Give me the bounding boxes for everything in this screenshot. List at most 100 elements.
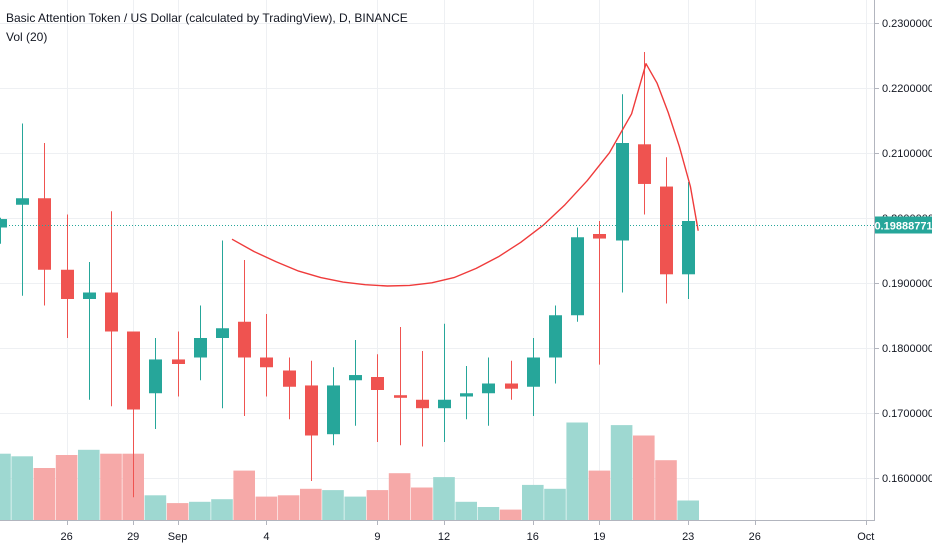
- volume-bar: [300, 488, 322, 520]
- candle: [83, 261, 96, 400]
- candle: [638, 52, 651, 215]
- candle-body: [349, 375, 362, 381]
- volume-bar: [78, 449, 100, 520]
- candle-body: [460, 393, 473, 397]
- candle-body: [260, 357, 273, 368]
- candle: [127, 331, 140, 498]
- candle-body: [438, 399, 451, 409]
- volume-bar: [411, 487, 433, 520]
- volume-bar: [499, 509, 522, 520]
- candle-body: [371, 377, 384, 390]
- volume-bars: [0, 422, 699, 520]
- time-tick-label: 29: [127, 531, 139, 543]
- time-tick-label: 12: [438, 531, 450, 543]
- volume-bar: [322, 490, 344, 520]
- chart-title: Basic Attention Token / US Dollar (calcu…: [6, 11, 408, 25]
- volume-bar: [33, 468, 56, 520]
- volume-bar: [522, 484, 544, 520]
- time-tick-label: 19: [593, 531, 605, 543]
- candle: [394, 326, 407, 446]
- volume-bar: [633, 435, 655, 520]
- volume-bar: [655, 460, 677, 520]
- volume-bar: [100, 453, 122, 520]
- candle-body: [482, 383, 495, 394]
- volume-bar: [566, 422, 588, 520]
- candle-body: [549, 315, 562, 358]
- candle-body: [194, 338, 207, 358]
- volume-bar: [433, 477, 455, 520]
- candle-body: [283, 370, 296, 387]
- volume-bar: [344, 496, 366, 520]
- time-tick-label: 4: [263, 531, 269, 543]
- volume-bar: [166, 503, 189, 520]
- candle: [327, 367, 340, 446]
- volume-bar: [610, 425, 633, 520]
- candle: [460, 365, 473, 420]
- candle: [149, 338, 162, 429]
- volume-bar: [11, 456, 33, 520]
- time-tick-label: 9: [374, 531, 380, 543]
- volume-bar: [189, 501, 211, 520]
- volume-bar: [677, 500, 699, 520]
- time-tick-label: Oct: [857, 531, 874, 543]
- candle-body: [149, 359, 162, 394]
- volume-indicator-label[interactable]: Vol (20): [6, 30, 47, 44]
- volume-bar: [55, 455, 78, 520]
- price-axis-panel: [874, 0, 932, 550]
- candle: [616, 94, 629, 293]
- candle: [16, 123, 29, 296]
- candle-body: [172, 359, 185, 364]
- candle: [438, 323, 451, 442]
- candle-body: [527, 357, 540, 387]
- candles: [0, 52, 695, 498]
- time-tick-label: 26: [60, 531, 72, 543]
- candle-body: [61, 269, 74, 299]
- gridlines: [0, 0, 874, 520]
- cup-curve[interactable]: [231, 63, 699, 287]
- candle: [682, 182, 695, 299]
- candle: [505, 360, 518, 400]
- volume-bar: [0, 453, 11, 520]
- candle-body: [127, 331, 140, 410]
- volume-bar: [455, 501, 477, 520]
- volume-bar: [388, 473, 411, 520]
- volume-bar: [366, 490, 389, 520]
- time-tick-label: 16: [527, 531, 539, 543]
- candle-body: [238, 321, 251, 358]
- candle: [549, 305, 562, 384]
- price-axis-ticks[interactable]: 0.230000000.220000000.210000000.20000000…: [875, 18, 932, 485]
- time-tick-label: 26: [749, 531, 761, 543]
- candle: [194, 305, 207, 381]
- candle-body: [83, 292, 96, 299]
- volume-bar: [277, 495, 300, 520]
- candle: [416, 351, 429, 447]
- last-price-tag: 0.19888771: [874, 216, 932, 234]
- candle: [216, 240, 229, 409]
- time-tick-label: 23: [682, 531, 694, 543]
- candle-body: [327, 385, 340, 435]
- volume-bar: [544, 488, 566, 520]
- candle: [305, 360, 318, 481]
- volume-bar: [211, 499, 233, 520]
- candle: [105, 211, 118, 407]
- volume-bar: [255, 496, 278, 520]
- time-axis-panel: [0, 521, 874, 550]
- candle-body: [305, 385, 318, 436]
- candle-body: [216, 328, 229, 338]
- candle: [349, 339, 362, 426]
- candle-body: [638, 144, 651, 184]
- candle: [0, 217, 7, 244]
- last-price-tag-label: 0.19888771: [874, 221, 932, 233]
- candle: [260, 313, 273, 397]
- candle: [238, 260, 251, 416]
- candle: [172, 331, 185, 397]
- last-price-tag-bg: [875, 216, 932, 234]
- candle: [593, 221, 606, 365]
- time-axis-ticks[interactable]: 26 29 Sep 4 9 12 16 19 23 26 Oct: [60, 521, 874, 543]
- volume-bar: [144, 495, 167, 520]
- candle-body: [616, 143, 629, 241]
